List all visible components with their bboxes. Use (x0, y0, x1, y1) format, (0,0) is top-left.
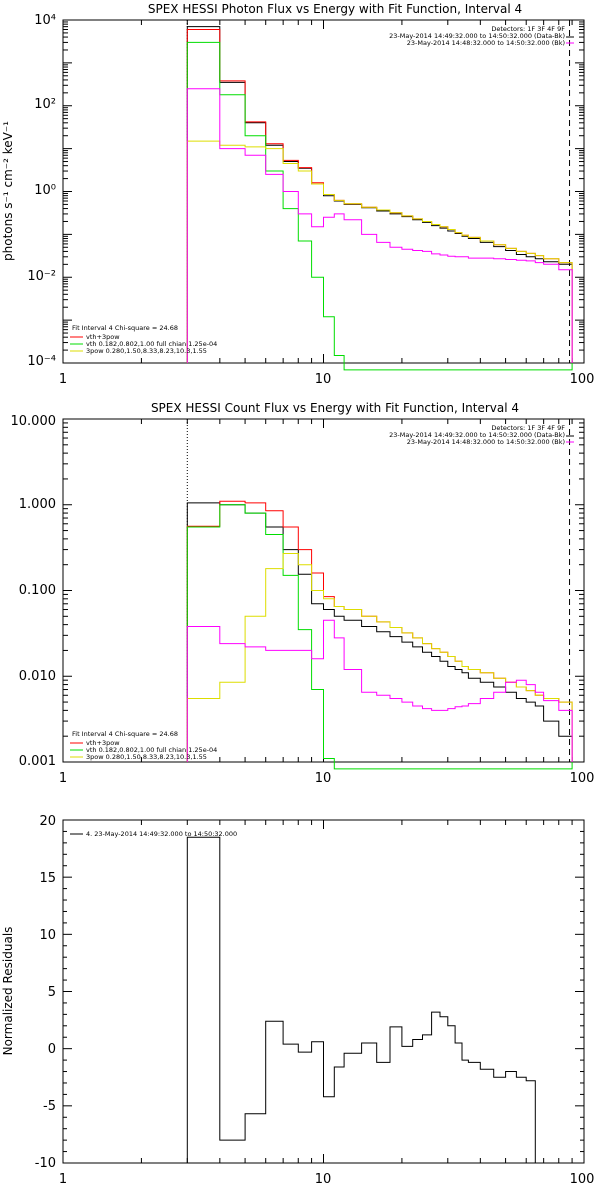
y-tick-label: 10⁻² (27, 269, 56, 284)
x-tick-label: 1 (59, 372, 67, 387)
residuals-frame (62, 819, 585, 1164)
legend-detectors: Detectors: 1F 3F 4F 9F (491, 25, 565, 33)
x-tick-label: 10 (315, 771, 332, 786)
y-tick-label: 10⁻⁴ (27, 354, 56, 369)
residuals-panel: 1 10 100 -10 -5 0 5 10 15 20 Normalized … (1, 814, 594, 1187)
legend-3pow: 3pow 0.280,1.50,8.33,8.23,10.3,1.55 (86, 753, 207, 761)
x-tick-label: 10 (315, 372, 332, 387)
y-tick-label: 15 (39, 871, 56, 886)
legend-vth: vth 0.182,0.802,1.00 full chian 1.25e-04 (86, 340, 217, 348)
residuals-y-axis-label: Normalized Residuals (1, 927, 15, 1056)
legend-vth: vth 0.182,0.802,1.00 full chian 1.25e-04 (86, 746, 217, 754)
photon-flux-title: SPEX HESSI Photon Flux vs Energy with Fi… (148, 2, 522, 16)
x-tick-label: 100 (570, 372, 595, 387)
series-total-histogram (186, 29, 573, 363)
series-bk-histogram (186, 88, 573, 363)
x-tick-label: 1 (59, 1172, 67, 1187)
residuals-axes (62, 819, 585, 1164)
photon-flux-series (186, 26, 573, 371)
y-tick-label: 10⁰ (34, 183, 56, 198)
residuals-series (186, 836, 573, 1164)
y-tick-label: 10 (39, 928, 56, 943)
series-vth-histogram (186, 504, 573, 770)
legend-total: vth+3pow (86, 333, 120, 341)
x-tick-label: 10 (315, 1172, 332, 1187)
y-tick-label: 10² (34, 97, 56, 112)
series-bk-histogram (186, 619, 573, 762)
legend-3pow: 3pow 0.280,1.50,8.33,8.23,10.3,1.55 (86, 347, 207, 355)
legend-residual: 4. 23-May-2014 14:49:32.000 to 14:50:32.… (86, 830, 237, 838)
legend-fit-interval: Fit Interval 4 Chi-square = 24.68 (72, 324, 178, 332)
legend-detectors: Detectors: 1F 3F 4F 9F (491, 424, 565, 432)
legend-fit-interval: Fit Interval 4 Chi-square = 24.68 (72, 730, 178, 738)
y-tick-label: 20 (39, 814, 56, 829)
y-tick-label: 10⁴ (34, 13, 56, 28)
photon-flux-panel: SPEX HESSI Photon Flux vs Energy with Fi… (1, 2, 594, 387)
legend-data-bk: 23-May-2014 14:49:32.000 to 14:50:32.000… (389, 32, 565, 40)
x-tick-label: 1 (59, 771, 67, 786)
count-flux-panel: SPEX HESSI Count Flux vs Energy with Fit… (11, 401, 595, 786)
y-tick-label: 0.100 (19, 583, 56, 598)
x-tick-label: 100 (570, 771, 595, 786)
y-tick-label: 10.000 (11, 414, 57, 429)
y-tick-label: -5 (43, 1099, 56, 1114)
y-tick-label: 5 (48, 985, 56, 1000)
count-flux-series (186, 500, 573, 770)
series-data-histogram (186, 26, 573, 363)
legend-data-bk: 23-May-2014 14:49:32.000 to 14:50:32.000… (389, 431, 565, 439)
y-tick-label: 1.000 (19, 497, 56, 512)
count-flux-title: SPEX HESSI Count Flux vs Energy with Fit… (151, 401, 519, 415)
y-tick-label: 0 (48, 1042, 56, 1057)
series-data-histogram (186, 836, 573, 1164)
legend-bk: 23-May-2014 14:48:32.000 to 14:50:32.000… (407, 39, 565, 47)
y-tick-label: -10 (35, 1156, 56, 1171)
y-tick-label: 0.010 (19, 669, 56, 684)
x-tick-label: 100 (570, 1172, 595, 1187)
photon-flux-y-axis-label: photons s⁻¹ cm⁻² keV⁻¹ (1, 121, 15, 261)
series-bpow-histogram (186, 140, 573, 363)
y-tick-label: 0.001 (19, 754, 56, 769)
legend-total: vth+3pow (86, 739, 120, 747)
series-bpow-histogram (186, 553, 573, 762)
legend-bk: 23-May-2014 14:48:32.000 to 14:50:32.000… (407, 438, 565, 446)
